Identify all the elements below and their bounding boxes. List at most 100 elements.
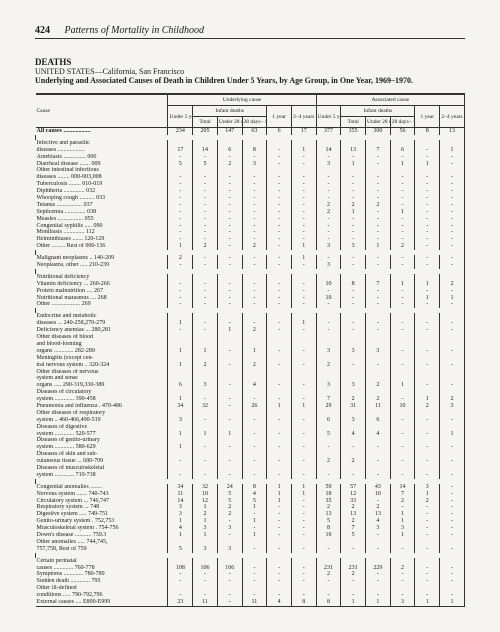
data-cell: -	[366, 255, 391, 262]
data-cell: -	[440, 209, 465, 216]
data-cell: -	[291, 396, 316, 403]
data-cell	[193, 424, 218, 431]
data-cell: -	[193, 327, 218, 334]
data-cell	[193, 451, 218, 458]
data-cell: -	[291, 532, 316, 539]
data-cell	[267, 375, 292, 382]
data-cell: -	[415, 472, 440, 479]
data-cell	[291, 539, 316, 546]
data-cell: -	[217, 301, 242, 308]
data-cell	[415, 334, 440, 341]
data-cell: -	[217, 188, 242, 195]
cause-cell: Tuberculosis ........ 010-019	[36, 181, 168, 188]
data-cell: -	[217, 320, 242, 327]
data-cell: -	[390, 592, 415, 599]
data-cell: -	[341, 223, 366, 230]
data-cell: 1	[242, 348, 267, 355]
data-cell: 8	[316, 599, 341, 606]
data-cell	[291, 451, 316, 458]
data-cell: 10	[193, 491, 218, 498]
data-cell	[440, 539, 465, 546]
data-cell	[267, 410, 292, 417]
data-cell: -	[242, 174, 267, 181]
data-cell: -	[267, 565, 292, 572]
data-cell	[193, 334, 218, 341]
data-cell: 6	[267, 128, 292, 135]
data-cell: 355	[341, 128, 366, 135]
data-cell	[193, 341, 218, 348]
data-cell: 1	[390, 209, 415, 216]
data-cell: -	[415, 188, 440, 195]
data-cell	[217, 313, 242, 320]
table-row: Meningitis (except cen-	[36, 355, 465, 362]
data-cell: -	[316, 154, 341, 161]
data-cell	[415, 465, 440, 472]
data-cell: -	[168, 174, 193, 181]
data-cell: 1	[390, 532, 415, 539]
data-cell: -	[291, 236, 316, 243]
data-cell: -	[341, 216, 366, 223]
table-row: Nutritional marasmus .... 268------10---…	[36, 295, 465, 302]
data-cell: -	[193, 202, 218, 209]
data-cell: -	[316, 578, 341, 585]
page-header: 424 Patterns of Mortality in Childhood	[35, 25, 465, 39]
data-cell	[291, 424, 316, 431]
data-cell	[193, 465, 218, 472]
cause-cell: Deficiency anemias ... 280,281	[36, 327, 168, 334]
cause-cell: External causes .... E800-E999	[36, 599, 168, 606]
data-cell	[366, 465, 391, 472]
data-cell: -	[366, 223, 391, 230]
data-cell: -	[390, 216, 415, 223]
data-cell: -	[316, 444, 341, 451]
hdr-a-24: 2–4 years	[440, 106, 465, 128]
data-cell: 2	[415, 498, 440, 505]
data-cell	[316, 341, 341, 348]
table-row: organs ............. 282-28911-1--333---	[36, 348, 465, 355]
data-cell: -	[217, 444, 242, 451]
data-cell: -	[316, 181, 341, 188]
data-cell: -	[316, 174, 341, 181]
data-cell	[217, 437, 242, 444]
data-cell: -	[390, 417, 415, 424]
data-cell: -	[168, 262, 193, 269]
data-cell: 5	[168, 546, 193, 553]
data-cell: 1	[390, 161, 415, 168]
data-cell	[217, 140, 242, 147]
data-cell	[168, 424, 193, 431]
data-cell: 14	[316, 147, 341, 154]
table-row: Other anomalies ..... 744,745,	[36, 539, 465, 546]
data-cell: -	[390, 262, 415, 269]
data-cell: -	[267, 188, 292, 195]
data-cell	[440, 437, 465, 444]
data-cell: 13	[316, 511, 341, 518]
hdr-u-24: 2–4 years	[291, 106, 316, 128]
data-cell: -	[291, 223, 316, 230]
cause-cell: Down's disease ........... 759.3	[36, 532, 168, 539]
cause-cell: system .. 460-466,490-519	[36, 417, 168, 424]
data-cell: 7	[390, 491, 415, 498]
data-cell: -	[341, 195, 366, 202]
data-cell: -	[390, 320, 415, 327]
data-cell	[291, 585, 316, 592]
data-cell: -	[193, 195, 218, 202]
data-cell	[341, 355, 366, 362]
data-cell: -	[366, 236, 391, 243]
data-cell: -	[440, 472, 465, 479]
data-cell: 4	[366, 518, 391, 525]
data-cell: -	[267, 525, 292, 532]
data-cell	[242, 424, 267, 431]
table-row: Down's disease ........... 759.311-1--10…	[36, 532, 465, 539]
cause-cell: Certain perinatal	[36, 558, 168, 565]
data-cell: -	[415, 571, 440, 578]
data-cell	[267, 451, 292, 458]
table-head: Cause Underlying cause Associated cause …	[36, 94, 465, 128]
data-cell: -	[341, 320, 366, 327]
data-cell: 35	[316, 498, 341, 505]
data-cell: -	[193, 444, 218, 451]
data-cell: 5	[242, 498, 267, 505]
data-cell	[193, 389, 218, 396]
table-row: Nervous system ....... 740-7431110541118…	[36, 491, 465, 498]
data-cell	[415, 585, 440, 592]
data-cell	[217, 465, 242, 472]
data-cell: -	[415, 174, 440, 181]
